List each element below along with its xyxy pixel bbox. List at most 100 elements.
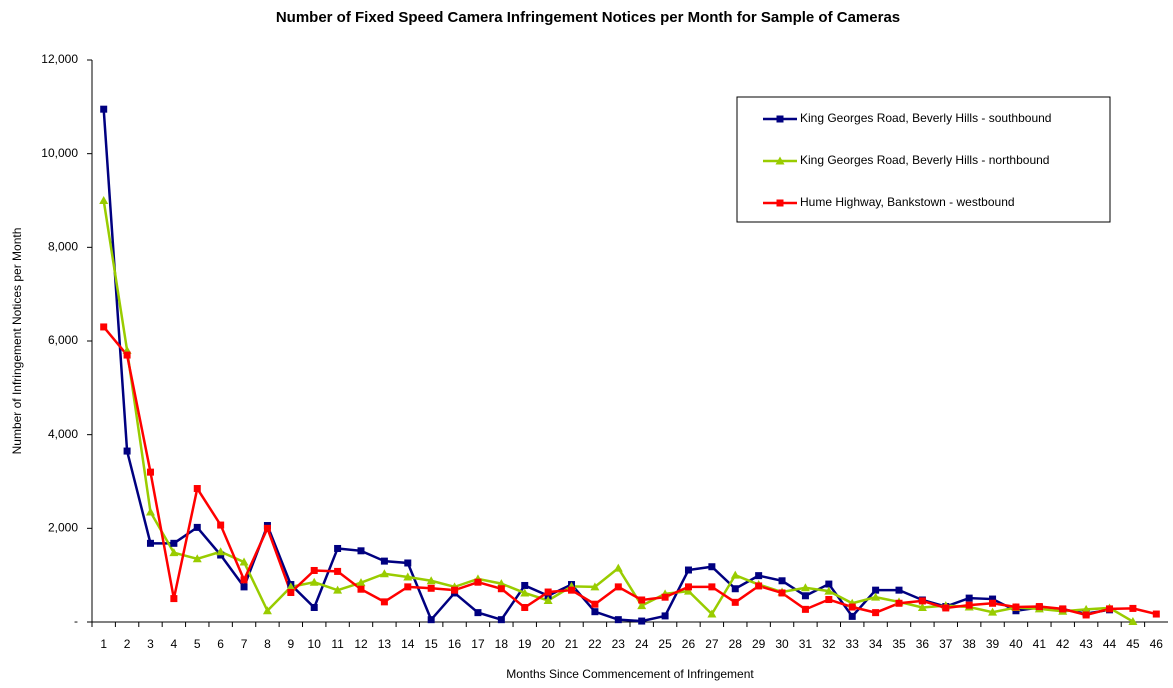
x-tick-label: 26	[682, 637, 696, 651]
data-point	[170, 595, 178, 603]
x-tick-label: 13	[378, 637, 392, 651]
data-point	[263, 524, 271, 532]
x-tick-label: 12	[354, 637, 368, 651]
data-point	[989, 599, 997, 607]
data-point	[497, 585, 505, 593]
data-point	[216, 547, 226, 556]
data-point	[1152, 610, 1160, 618]
data-point	[918, 597, 926, 605]
data-point	[357, 547, 365, 555]
x-tick-label: 22	[588, 637, 602, 651]
x-tick-label: 5	[194, 637, 201, 651]
data-point	[637, 601, 647, 610]
data-point	[1106, 605, 1114, 613]
data-point	[895, 586, 903, 594]
data-point	[145, 507, 155, 516]
data-point	[707, 609, 717, 618]
y-tick-label: 10,000	[41, 146, 78, 160]
x-tick-label: 29	[752, 637, 766, 651]
data-point	[357, 585, 365, 593]
data-point	[988, 607, 998, 616]
x-tick-label: 39	[986, 637, 1000, 651]
x-tick-label: 1	[100, 637, 107, 651]
data-point	[755, 572, 763, 580]
data-point	[123, 351, 131, 359]
legend-marker	[776, 115, 784, 123]
data-point	[380, 557, 388, 565]
data-point	[146, 468, 154, 476]
data-point	[800, 583, 810, 592]
series-line	[102, 326, 1157, 617]
data-point	[684, 566, 692, 574]
data-point	[638, 617, 646, 625]
data-point	[217, 521, 225, 529]
x-tick-label: 32	[822, 637, 836, 651]
x-tick-label: 23	[612, 637, 626, 651]
data-point	[356, 578, 366, 587]
x-tick-label: 44	[1103, 637, 1117, 651]
data-point	[825, 596, 833, 604]
data-point	[192, 554, 202, 563]
x-tick-label: 11	[331, 637, 344, 651]
data-point	[451, 586, 459, 594]
data-point	[848, 612, 856, 620]
data-point	[591, 600, 599, 608]
x-tick-label: 7	[241, 637, 248, 651]
data-point	[496, 579, 506, 588]
data-point	[614, 583, 622, 591]
data-point	[520, 588, 530, 597]
data-point	[731, 598, 739, 606]
y-tick-label: -	[74, 614, 78, 628]
data-point	[287, 588, 295, 596]
data-point	[474, 609, 482, 617]
x-tick-label: 16	[448, 637, 462, 651]
x-tick-label: 8	[264, 637, 271, 651]
data-point	[380, 598, 388, 606]
data-point	[872, 609, 880, 617]
data-point	[310, 566, 318, 574]
data-point	[169, 548, 179, 557]
data-point	[1129, 604, 1137, 612]
data-point	[661, 593, 669, 601]
data-point	[521, 581, 529, 589]
data-point	[403, 572, 413, 581]
data-point	[568, 586, 576, 594]
data-point	[1128, 617, 1138, 626]
data-point	[965, 601, 973, 609]
legend-label: King Georges Road, Beverly Hills - south…	[800, 111, 1051, 125]
data-point	[872, 586, 880, 594]
x-tick-label: 34	[869, 637, 883, 651]
data-point	[942, 604, 950, 612]
x-tick-label: 10	[308, 637, 322, 651]
data-point	[848, 603, 856, 611]
data-point	[286, 582, 296, 591]
data-point	[684, 583, 692, 591]
x-tick-label: 6	[217, 637, 224, 651]
data-point	[801, 605, 809, 613]
data-point	[1059, 605, 1067, 613]
x-tick-label: 9	[287, 637, 294, 651]
y-axis-title: Number of Infringement Notices per Month	[10, 228, 24, 455]
legend-marker	[775, 156, 785, 165]
data-point	[801, 592, 809, 600]
x-tick-label: 37	[939, 637, 953, 651]
x-tick-label: 18	[495, 637, 509, 651]
legend-marker	[776, 199, 784, 207]
data-point	[146, 539, 154, 547]
data-point	[989, 595, 997, 603]
legend-label: King Georges Road, Beverly Hills - north…	[800, 153, 1049, 167]
data-point	[917, 602, 927, 611]
data-point	[591, 608, 599, 616]
y-tick-label: 4,000	[48, 427, 78, 441]
x-tick-label: 27	[705, 637, 719, 651]
data-point	[240, 576, 248, 584]
x-tick-label: 2	[124, 637, 131, 651]
data-point	[193, 523, 201, 531]
data-point	[240, 583, 248, 591]
x-tick-label: 21	[565, 637, 579, 651]
legend-label: Hume Highway, Bankstown - westbound	[800, 195, 1015, 209]
x-tick-label: 38	[962, 637, 976, 651]
data-point	[778, 577, 786, 585]
data-point	[262, 606, 272, 615]
